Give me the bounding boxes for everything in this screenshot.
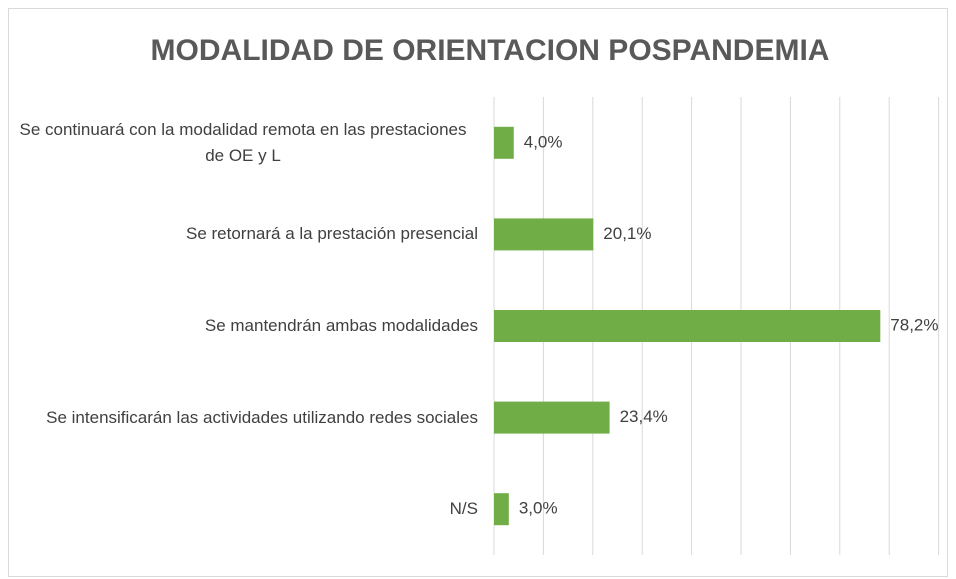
data-label: 3,0% (519, 499, 558, 518)
bar (494, 126, 514, 159)
data-label: 20,1% (603, 224, 651, 243)
chart-border (8, 8, 948, 577)
data-label: 78,2% (890, 315, 938, 334)
bar (494, 218, 594, 251)
y-tick-label: Se mantendrán ambas modalidades (204, 316, 478, 335)
chart-title: MODALIDAD DE ORIENTACION POSPANDEMIA (151, 34, 830, 67)
y-tick-label: Se intensificarán las actividades utiliz… (46, 407, 478, 427)
data-label: 23,4% (620, 407, 668, 426)
data-label: 4,0% (524, 132, 563, 151)
bar (494, 401, 610, 434)
bar (494, 310, 881, 342)
bar (494, 493, 509, 526)
y-tick-label: Se retornará a la prestación presencial (186, 224, 478, 244)
y-tick-label: N/S (449, 499, 478, 519)
y-tick-label: Se continuará con la modalidad remota en… (19, 119, 467, 165)
